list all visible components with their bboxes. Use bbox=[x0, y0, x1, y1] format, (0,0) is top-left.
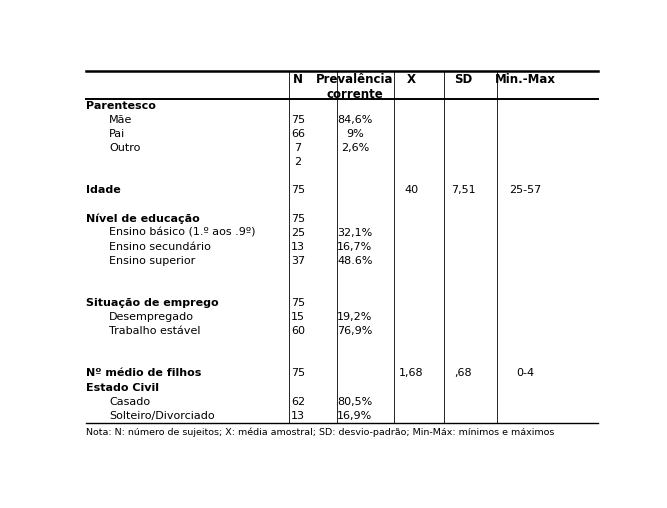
Text: 75: 75 bbox=[291, 185, 305, 196]
Text: Nota: N: número de sujeitos; X: média amostral; SD: desvio-padrão; Min-Máx: míni: Nota: N: número de sujeitos; X: média am… bbox=[86, 427, 554, 437]
Text: 2: 2 bbox=[294, 157, 301, 167]
Text: Parentesco: Parentesco bbox=[86, 101, 156, 111]
Text: 75: 75 bbox=[291, 213, 305, 224]
Text: 76,9%: 76,9% bbox=[337, 326, 372, 336]
Text: 7: 7 bbox=[294, 143, 301, 153]
Text: Outro: Outro bbox=[109, 143, 141, 153]
Text: Nível de educação: Nível de educação bbox=[86, 213, 199, 224]
Text: 15: 15 bbox=[291, 312, 305, 322]
Text: 32,1%: 32,1% bbox=[337, 228, 372, 238]
Text: 1,68: 1,68 bbox=[400, 368, 424, 378]
Text: Nº médio de filhos: Nº médio de filhos bbox=[86, 368, 201, 378]
Text: 75: 75 bbox=[291, 298, 305, 308]
Text: 60: 60 bbox=[291, 326, 305, 336]
Text: 7,51: 7,51 bbox=[451, 185, 476, 196]
Text: 75: 75 bbox=[291, 115, 305, 125]
Text: 80,5%: 80,5% bbox=[337, 397, 372, 407]
Text: 2,6%: 2,6% bbox=[341, 143, 369, 153]
Text: X: X bbox=[407, 73, 416, 86]
Text: N: N bbox=[293, 73, 303, 86]
Text: 9%: 9% bbox=[346, 129, 364, 139]
Text: Idade: Idade bbox=[86, 185, 121, 196]
Text: Situação de emprego: Situação de emprego bbox=[86, 298, 219, 308]
Text: Trabalho estável: Trabalho estável bbox=[109, 326, 201, 336]
Text: 16,9%: 16,9% bbox=[337, 411, 372, 421]
Text: Ensino secundário: Ensino secundário bbox=[109, 242, 211, 252]
Text: Casado: Casado bbox=[109, 397, 150, 407]
Text: 84,6%: 84,6% bbox=[337, 115, 372, 125]
Text: Pai: Pai bbox=[109, 129, 125, 139]
Text: 16,7%: 16,7% bbox=[337, 242, 372, 252]
Text: Desempregado: Desempregado bbox=[109, 312, 194, 322]
Text: Ensino básico (1.º aos .9º): Ensino básico (1.º aos .9º) bbox=[109, 228, 255, 238]
Text: 19,2%: 19,2% bbox=[337, 312, 372, 322]
Text: 13: 13 bbox=[291, 411, 305, 421]
Text: Estado Civil: Estado Civil bbox=[86, 383, 159, 393]
Text: 48.6%: 48.6% bbox=[337, 256, 372, 266]
Text: Solteiro/Divorciado: Solteiro/Divorciado bbox=[109, 411, 215, 421]
Text: ,68: ,68 bbox=[454, 368, 472, 378]
Text: Prevalência
corrente: Prevalência corrente bbox=[316, 73, 394, 101]
Text: Min.-Max: Min.-Max bbox=[495, 73, 556, 86]
Text: 66: 66 bbox=[291, 129, 305, 139]
Text: 37: 37 bbox=[291, 256, 305, 266]
Text: 62: 62 bbox=[291, 397, 305, 407]
Text: 13: 13 bbox=[291, 242, 305, 252]
Text: 25-57: 25-57 bbox=[509, 185, 542, 196]
Text: Mãe: Mãe bbox=[109, 115, 133, 125]
Text: 75: 75 bbox=[291, 368, 305, 378]
Text: 25: 25 bbox=[291, 228, 305, 238]
Text: SD: SD bbox=[454, 73, 472, 86]
Text: 40: 40 bbox=[405, 185, 419, 196]
Text: 0-4: 0-4 bbox=[516, 368, 534, 378]
Text: Ensino superior: Ensino superior bbox=[109, 256, 195, 266]
